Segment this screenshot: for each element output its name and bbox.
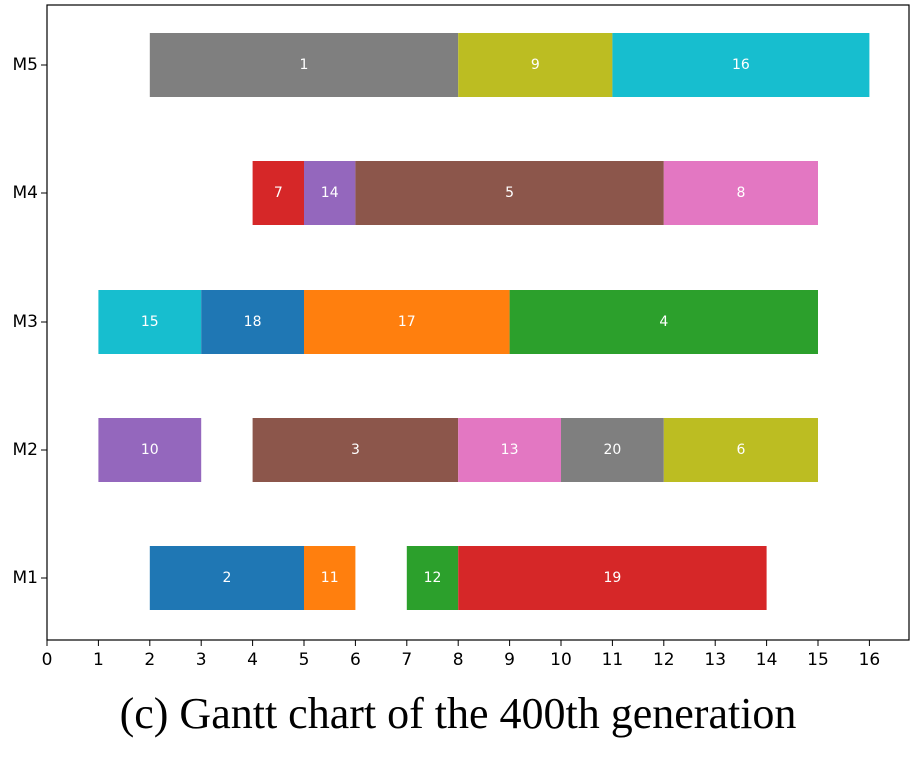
x-tick-label: 1 [93, 650, 104, 670]
x-tick-label: 5 [299, 650, 310, 670]
task-bar-m3-15 [98, 290, 202, 354]
task-label: 1 [300, 57, 309, 73]
y-tick-label-m2: M2 [13, 440, 38, 460]
task-bar-m5-9 [458, 33, 613, 97]
task-bar-m2-6 [663, 418, 818, 482]
task-label: 10 [141, 442, 159, 458]
x-tick-label: 13 [704, 650, 726, 670]
y-tick-label-m5: M5 [13, 55, 38, 75]
task-bar-m1-12 [406, 546, 459, 610]
task-bar-m2-3 [252, 418, 459, 482]
x-tick-label: 14 [756, 650, 778, 670]
task-label: 5 [505, 185, 514, 201]
task-bar-m5-1 [149, 33, 459, 97]
task-label: 6 [736, 442, 745, 458]
task-label: 8 [736, 185, 745, 201]
task-label: 15 [141, 314, 159, 330]
task-label: 3 [351, 442, 360, 458]
task-label: 4 [659, 314, 668, 330]
task-bar-m1-2 [149, 546, 304, 610]
task-label: 17 [398, 314, 416, 330]
x-tick-label: 6 [350, 650, 361, 670]
task-label: 18 [244, 314, 262, 330]
task-bar-m2-20 [561, 418, 664, 482]
task-bar-m4-8 [663, 161, 818, 225]
x-tick-label: 15 [807, 650, 829, 670]
x-tick-label: 2 [144, 650, 155, 670]
task-label: 11 [321, 570, 339, 586]
task-bar-m3-4 [509, 290, 818, 354]
task-label: 12 [424, 570, 442, 586]
x-tick-label: 0 [42, 650, 53, 670]
task-bar-m1-19 [458, 546, 767, 610]
task-bars: 1 9 167 14 5 815 18 17 410 3 13 20 62 11 12 19 [98, 33, 870, 610]
task-bar-m4-5 [355, 161, 664, 225]
task-bar-m3-18 [201, 290, 304, 354]
task-label: 20 [603, 442, 621, 458]
task-label: 19 [603, 570, 621, 586]
y-axis: M1 M2 M3 M4 M5 [13, 55, 47, 588]
x-tick-label: 7 [401, 650, 412, 670]
x-tick-label: 11 [602, 650, 624, 670]
y-tick-label-m4: M4 [13, 183, 38, 203]
task-label: 7 [274, 185, 283, 201]
task-label: 2 [222, 570, 231, 586]
task-label: 14 [321, 185, 339, 201]
task-label: 9 [531, 57, 540, 73]
task-label: 13 [501, 442, 519, 458]
task-bar-m5-16 [612, 33, 870, 97]
x-tick-label: 8 [453, 650, 464, 670]
x-tick-label: 4 [247, 650, 258, 670]
x-axis: 0 1 2 3 4 5 6 7 8 9 10 11 12 13 14 15 16 [42, 640, 881, 670]
task-label: 16 [732, 57, 750, 73]
x-tick-label: 16 [859, 650, 881, 670]
task-bar-m1-11 [304, 546, 356, 610]
y-tick-label-m1: M1 [13, 568, 38, 588]
x-tick-label: 10 [550, 650, 572, 670]
x-tick-label: 3 [196, 650, 207, 670]
x-tick-label: 9 [504, 650, 515, 670]
task-bar-m3-17 [304, 290, 510, 354]
task-bar-m2-10 [98, 418, 202, 482]
figure-caption: (c) Gantt chart of the 400th generation [119, 689, 797, 738]
task-bar-m4-7 [252, 161, 304, 225]
task-bar-m2-13 [458, 418, 561, 482]
y-tick-label-m3: M3 [13, 312, 38, 332]
task-bar-m4-14 [304, 161, 356, 225]
x-tick-label: 12 [653, 650, 675, 670]
